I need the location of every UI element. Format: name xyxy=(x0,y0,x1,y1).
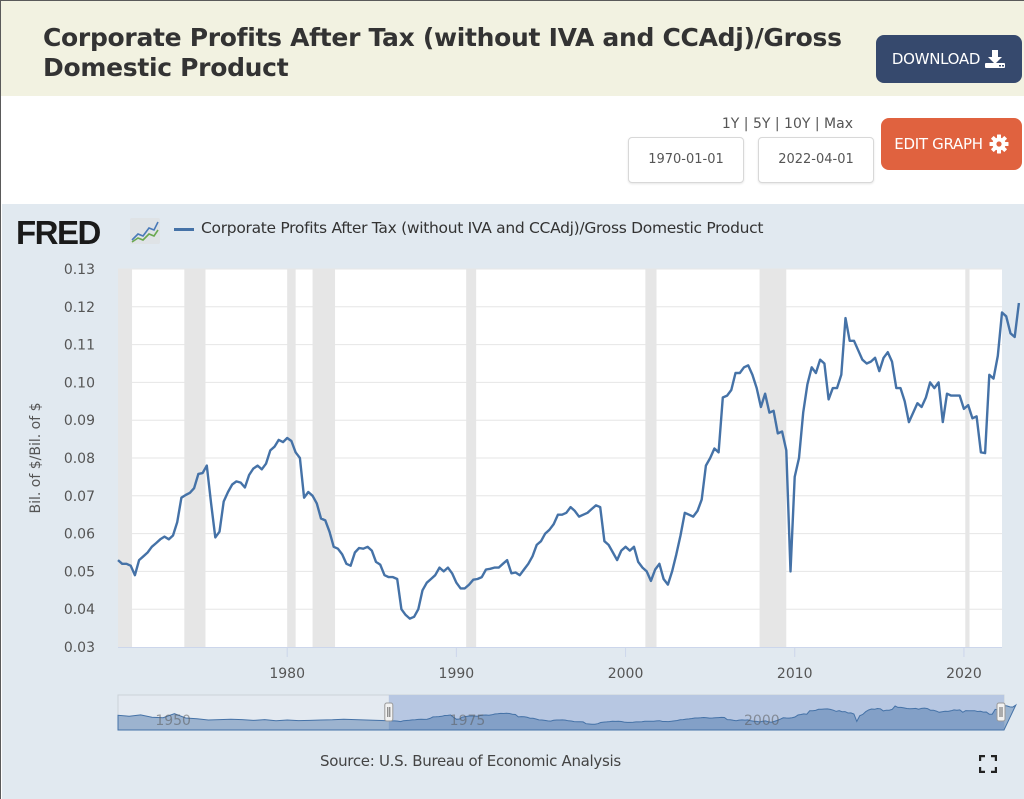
edit-graph-button[interactable]: EDIT GRAPH xyxy=(881,118,1022,170)
range-separator: | xyxy=(814,116,825,132)
y-tick-label: 0.05 xyxy=(64,564,95,580)
navigator-tick-label: 1975 xyxy=(450,713,486,729)
edit-graph-label: EDIT GRAPH xyxy=(894,135,983,153)
x-tick-label: 1980 xyxy=(269,666,305,682)
header-bar: Corporate Profits After Tax (without IVA… xyxy=(1,0,1024,96)
y-tick-label: 0.13 xyxy=(64,262,95,278)
range-max[interactable]: Max xyxy=(824,116,853,132)
gear-icon xyxy=(989,134,1009,154)
download-button[interactable]: DOWNLOAD xyxy=(876,35,1022,83)
navigator-left-handle[interactable] xyxy=(384,702,394,722)
navigator-series-area xyxy=(117,703,1018,731)
range-separator: | xyxy=(743,116,753,132)
x-tick-label: 2010 xyxy=(777,666,813,682)
series-line[interactable] xyxy=(117,302,1021,620)
navigator-selected-range[interactable] xyxy=(388,695,1005,730)
x-tick-label: 2020 xyxy=(946,666,982,682)
navigator-tick-label: 1950 xyxy=(155,713,191,729)
y-tick-label: 0.03 xyxy=(64,640,95,656)
range-links: 1Y | 5Y | 10Y | Max xyxy=(691,116,853,132)
end-date-input[interactable]: 2022-04-01 xyxy=(758,137,874,183)
navigator-right-handle[interactable] xyxy=(996,702,1006,722)
download-icon xyxy=(985,50,1006,68)
navigator-tick-label: 2000 xyxy=(744,713,780,729)
y-tick-label: 0.10 xyxy=(64,375,95,391)
download-label: DOWNLOAD xyxy=(891,50,981,68)
fred-chart-icon xyxy=(130,218,160,244)
x-tick-label: 1990 xyxy=(439,666,475,682)
start-date-input[interactable]: 1970-01-01 xyxy=(628,137,744,183)
y-tick-label: 0.08 xyxy=(64,451,95,467)
legend-series-swatch xyxy=(174,228,194,231)
page-title: Corporate Profits After Tax (without IVA… xyxy=(43,23,842,82)
range-10y[interactable]: 10Y xyxy=(784,116,811,132)
y-tick-label: 0.06 xyxy=(64,527,95,543)
range-1y[interactable]: 1Y xyxy=(721,116,740,132)
y-tick-label: 0.09 xyxy=(64,413,95,429)
y-tick-label: 0.07 xyxy=(64,489,95,505)
range-5y[interactable]: 5Y xyxy=(752,116,771,132)
y-tick-label: 0.04 xyxy=(64,602,95,618)
chart-panel: FRED Corporate Profits After Tax (withou… xyxy=(2,204,1024,799)
y-axis-title: Bil. of $/Bil. of $ xyxy=(28,403,44,514)
source-note: Source: U.S. Bureau of Economic Analysis xyxy=(320,752,621,770)
legend-series-label[interactable]: Corporate Profits After Tax (without IVA… xyxy=(201,219,764,237)
y-tick-label: 0.11 xyxy=(64,338,95,354)
line-chart: 0.03 0.04 0.05 0.06 0.07 0.08 0.09 0.10 0.11 0.12… xyxy=(28,262,1021,731)
fullscreen-icon[interactable] xyxy=(979,755,997,773)
range-separator: | xyxy=(774,116,785,132)
x-tick-label: 2000 xyxy=(608,666,644,682)
y-tick-label: 0.12 xyxy=(64,300,95,316)
fred-logo[interactable]: FRED xyxy=(16,214,101,251)
